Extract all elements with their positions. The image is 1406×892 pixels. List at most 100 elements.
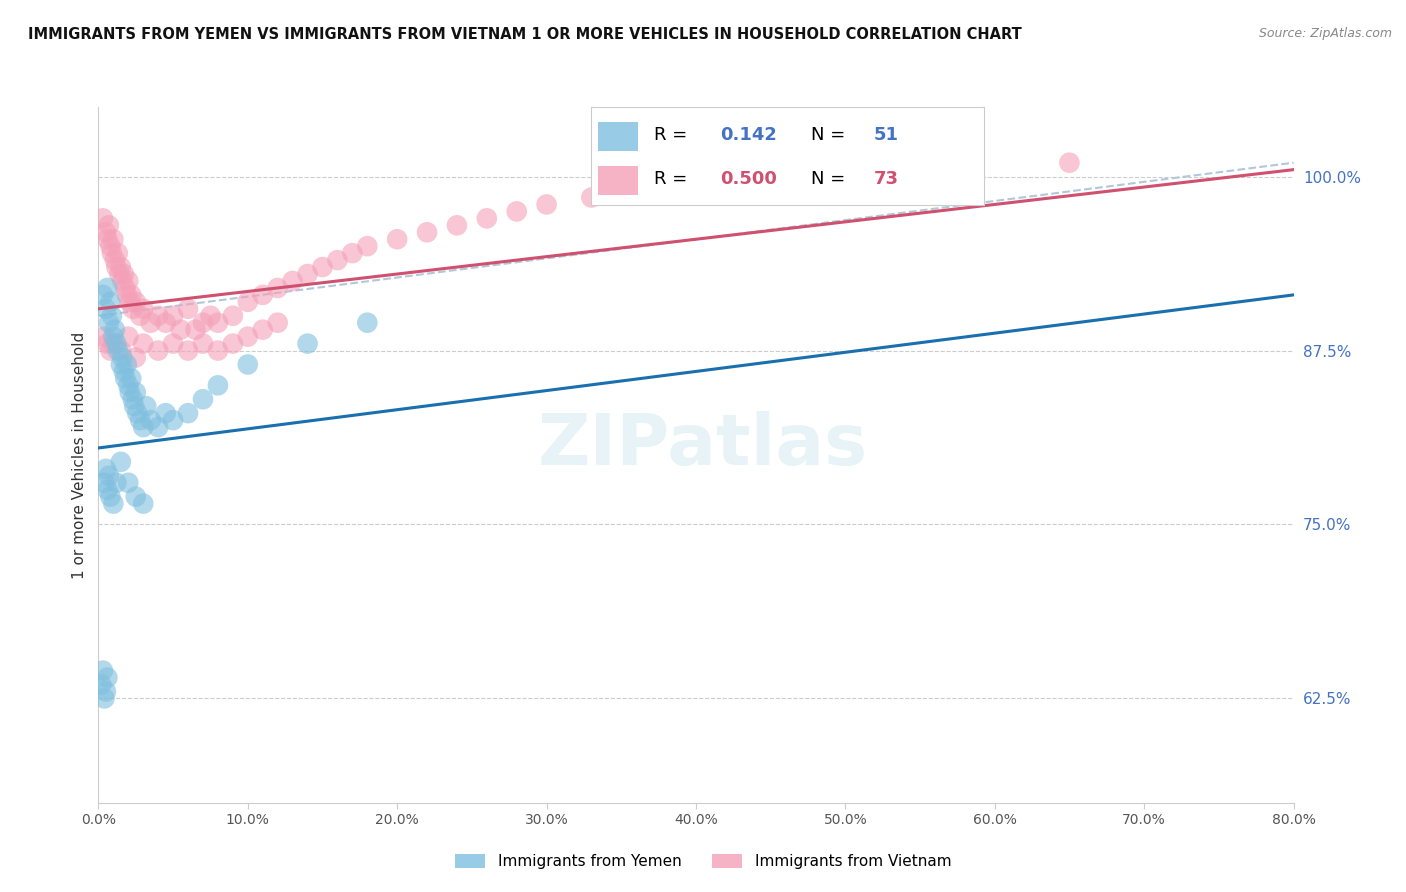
Point bbox=[117, 329, 139, 343]
Point bbox=[125, 385, 148, 400]
Point bbox=[108, 267, 131, 281]
Point bbox=[162, 336, 184, 351]
Point bbox=[91, 288, 114, 302]
Point bbox=[139, 413, 162, 427]
Point bbox=[177, 343, 200, 358]
Point bbox=[297, 267, 319, 281]
Text: N =: N = bbox=[811, 169, 851, 187]
Point bbox=[281, 274, 304, 288]
Point bbox=[356, 316, 378, 330]
Point bbox=[132, 336, 155, 351]
Point bbox=[114, 281, 136, 295]
Point bbox=[96, 336, 118, 351]
Text: 73: 73 bbox=[875, 169, 898, 187]
Point bbox=[207, 343, 229, 358]
Point bbox=[236, 329, 259, 343]
Point bbox=[311, 260, 333, 274]
Point bbox=[132, 301, 155, 316]
Point bbox=[416, 225, 439, 239]
Point bbox=[120, 288, 142, 302]
Point bbox=[191, 336, 214, 351]
Point bbox=[105, 336, 128, 351]
Point bbox=[1059, 155, 1081, 169]
Point bbox=[93, 691, 115, 706]
Point bbox=[112, 364, 135, 378]
Y-axis label: 1 or more Vehicles in Household: 1 or more Vehicles in Household bbox=[72, 331, 87, 579]
Text: Source: ZipAtlas.com: Source: ZipAtlas.com bbox=[1258, 27, 1392, 40]
Point bbox=[121, 301, 143, 316]
Point bbox=[98, 239, 122, 253]
Point bbox=[834, 169, 856, 184]
Point bbox=[121, 392, 143, 407]
Point bbox=[96, 232, 118, 246]
Point bbox=[177, 406, 200, 420]
Point bbox=[101, 246, 124, 260]
Point bbox=[91, 664, 114, 678]
Point bbox=[90, 677, 112, 691]
Point bbox=[93, 475, 115, 490]
Point bbox=[342, 246, 364, 260]
Point bbox=[91, 211, 114, 226]
Point bbox=[104, 323, 127, 337]
Point bbox=[111, 351, 134, 365]
Point bbox=[103, 497, 125, 511]
Point bbox=[110, 260, 132, 274]
Point bbox=[114, 371, 136, 385]
Point bbox=[624, 184, 647, 198]
Text: R =: R = bbox=[654, 126, 693, 144]
Point bbox=[506, 204, 529, 219]
Text: IMMIGRANTS FROM YEMEN VS IMMIGRANTS FROM VIETNAM 1 OR MORE VEHICLES IN HOUSEHOLD: IMMIGRANTS FROM YEMEN VS IMMIGRANTS FROM… bbox=[28, 27, 1022, 42]
Text: 0.500: 0.500 bbox=[720, 169, 778, 187]
Point bbox=[908, 162, 931, 177]
Point bbox=[169, 323, 191, 337]
Point bbox=[124, 399, 146, 413]
Point bbox=[96, 671, 118, 685]
Point bbox=[207, 378, 229, 392]
Point bbox=[191, 316, 214, 330]
Point bbox=[107, 343, 129, 358]
Point bbox=[222, 336, 245, 351]
Point bbox=[162, 309, 184, 323]
Point bbox=[118, 385, 141, 400]
Point bbox=[125, 351, 148, 365]
Point bbox=[117, 274, 139, 288]
Point bbox=[148, 309, 170, 323]
Point bbox=[117, 378, 139, 392]
Point bbox=[96, 281, 118, 295]
Point bbox=[669, 177, 692, 191]
Point bbox=[207, 316, 229, 330]
Point bbox=[97, 468, 120, 483]
Point bbox=[125, 294, 148, 309]
Point bbox=[267, 316, 290, 330]
Point bbox=[98, 490, 122, 504]
Point bbox=[112, 267, 135, 281]
Point bbox=[115, 288, 138, 302]
Point bbox=[111, 274, 134, 288]
Point bbox=[118, 294, 141, 309]
Point bbox=[93, 329, 115, 343]
Point bbox=[536, 197, 558, 211]
Text: 0.142: 0.142 bbox=[720, 126, 778, 144]
Point bbox=[105, 475, 128, 490]
Point bbox=[132, 420, 155, 434]
Point bbox=[177, 301, 200, 316]
Point bbox=[110, 358, 132, 372]
Point bbox=[236, 358, 259, 372]
Point bbox=[297, 336, 319, 351]
Point bbox=[125, 490, 148, 504]
Point bbox=[120, 371, 142, 385]
Point bbox=[117, 475, 139, 490]
Legend: Immigrants from Yemen, Immigrants from Vietnam: Immigrants from Yemen, Immigrants from V… bbox=[449, 848, 957, 875]
Point bbox=[96, 483, 118, 497]
Point bbox=[103, 232, 125, 246]
Point bbox=[148, 343, 170, 358]
Point bbox=[101, 309, 124, 323]
Point bbox=[129, 309, 152, 323]
Point bbox=[110, 455, 132, 469]
Point bbox=[162, 413, 184, 427]
Point bbox=[94, 225, 117, 239]
Point bbox=[98, 343, 122, 358]
Point bbox=[129, 413, 152, 427]
Point bbox=[103, 329, 125, 343]
Point bbox=[252, 288, 274, 302]
